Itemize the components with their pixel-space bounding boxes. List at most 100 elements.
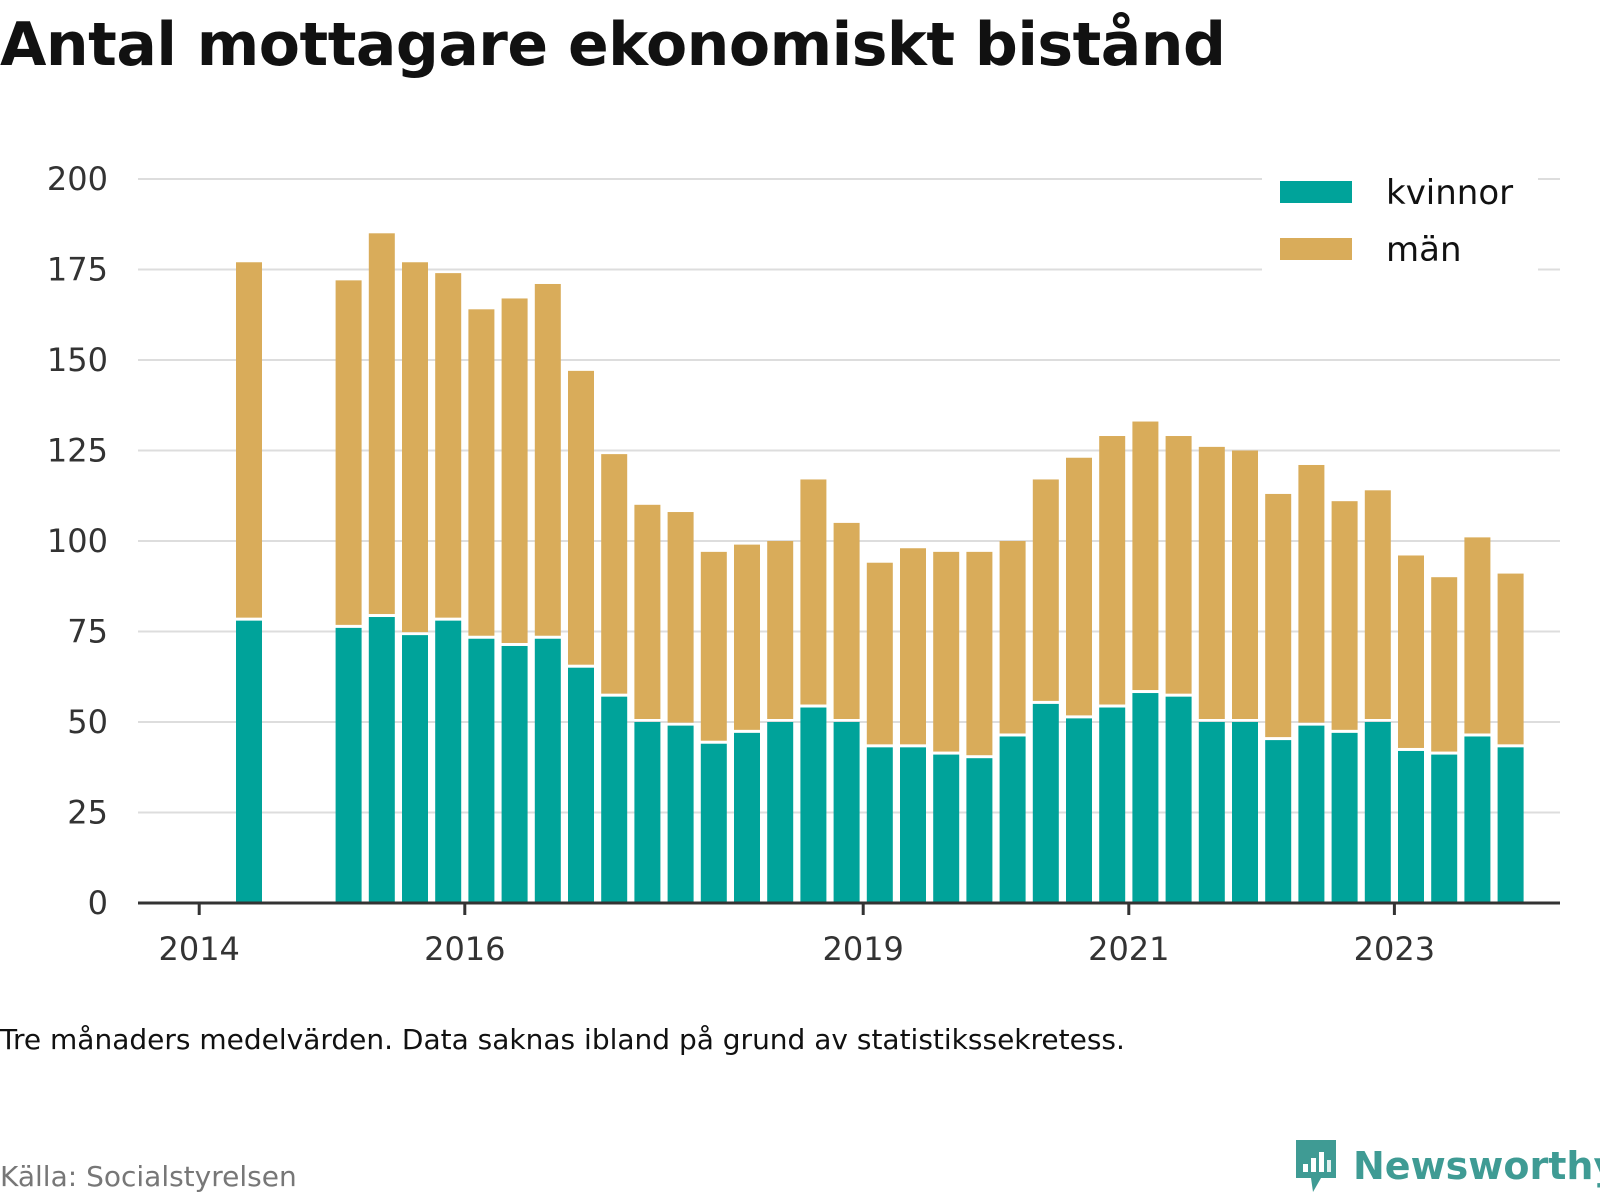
bar-man [1032,479,1059,701]
bar-man [1099,436,1126,705]
bar-kvinnor [501,645,528,903]
bar-man [1464,537,1491,734]
bar-kvinnor [800,707,827,903]
legend-swatch-kvinnor [1280,181,1352,203]
bar-kvinnor [368,617,395,903]
x-axis-tick-labels: 2014 2016 2019 2021 2023 [158,930,1435,968]
bar-kvinnor [700,743,727,903]
brand-name: Newsworthy [1353,1144,1600,1188]
x-tick-label: 2023 [1354,930,1435,968]
bar-kvinnor [1298,725,1325,903]
bar-kvinnor [866,747,893,903]
bars [236,233,1524,903]
bar-man [1398,555,1424,748]
bar-kvinnor [402,635,428,903]
bar-kvinnor [236,620,262,903]
bar-kvinnor [1032,703,1059,903]
bar-man [1165,436,1192,694]
bar-kvinnor [933,754,960,903]
bar-kvinnor [1132,693,1159,903]
bar-man [368,233,395,615]
bar-kvinnor [468,638,495,903]
bar-kvinnor [335,627,362,903]
bar-man [900,548,926,745]
bar-kvinnor [667,725,694,903]
y-tick-label: 100 [47,522,108,560]
bar-kvinnor [1464,736,1491,903]
bar-kvinnor [1331,732,1358,903]
bar-kvinnor [1099,707,1126,903]
bar-man [1364,490,1391,719]
bar-man [767,541,794,719]
bar-kvinnor [601,696,628,903]
bar-kvinnor [435,620,462,903]
bar-man [833,522,860,719]
bar-man [634,504,661,719]
bar-man [734,544,760,730]
y-tick-label: 0 [88,884,108,922]
bar-man [933,551,960,752]
x-tick-label: 2016 [424,930,505,968]
y-tick-label: 50 [67,703,108,741]
bar-man [1497,573,1524,745]
bar-man [335,280,362,625]
y-tick-label: 25 [67,794,108,832]
bar-kvinnor [999,736,1026,903]
y-tick-label: 75 [67,613,108,651]
bar-man [866,562,893,745]
bar-man [700,551,727,741]
bar-man [1132,421,1159,691]
chart-title: Antal mottagare ekonomiskt bistånd [0,10,1226,80]
bar-man [1198,446,1225,719]
bar-man [601,454,628,694]
x-axis [138,901,1560,915]
source-text: Källa: Socialstyrelsen [0,1160,297,1193]
bar-man [1431,577,1458,752]
bar-man [1331,501,1358,730]
bar-kvinnor [1232,722,1258,903]
y-axis-tick-labels: 0 25 50 75 100 125 150 175 200 [47,160,108,922]
bar-man [1298,464,1325,723]
legend-label-man: män [1386,230,1462,270]
y-tick-label: 175 [47,251,108,289]
legend-swatch-man [1280,238,1352,260]
bar-man [667,512,694,723]
brand-logo[interactable]: Newsworthy [1293,1138,1600,1194]
x-tick-label: 2019 [822,930,903,968]
bar-man [1265,493,1292,738]
bar-kvinnor [734,732,760,903]
bar-man [966,551,993,756]
bar-man [999,541,1026,734]
bar-kvinnor [900,747,926,903]
bar-kvinnor [1497,747,1524,903]
y-tick-label: 150 [47,341,108,379]
bar-man [435,273,462,618]
bar-man [501,298,528,643]
bar-kvinnor [1165,696,1192,903]
bar-kvinnor [1364,722,1391,903]
bar-man [568,370,594,665]
bar-kvinnor [1198,722,1225,903]
x-tick-label: 2021 [1088,930,1169,968]
bar-kvinnor [1066,718,1092,903]
bar-kvinnor [1431,754,1458,903]
bar-kvinnor [1398,750,1424,903]
bar-man [468,309,495,636]
bar-kvinnor [568,667,594,903]
legend-label-kvinnor: kvinnor [1386,173,1513,213]
y-tick-label: 200 [47,160,108,198]
bar-man [800,479,827,705]
bar-kvinnor [966,758,993,903]
bar-kvinnor [833,722,860,903]
bar-man [1232,450,1258,719]
chart-note: Tre månaders medelvärden. Data saknas ib… [0,1023,1125,1056]
bar-man [402,262,428,633]
y-tick-label: 125 [47,432,108,470]
bar-man [1066,457,1092,716]
bar-kvinnor [634,722,661,903]
bar-man [236,262,262,618]
bar-kvinnor [534,638,561,903]
bar-man [534,283,561,636]
bar-kvinnor [1265,740,1292,903]
